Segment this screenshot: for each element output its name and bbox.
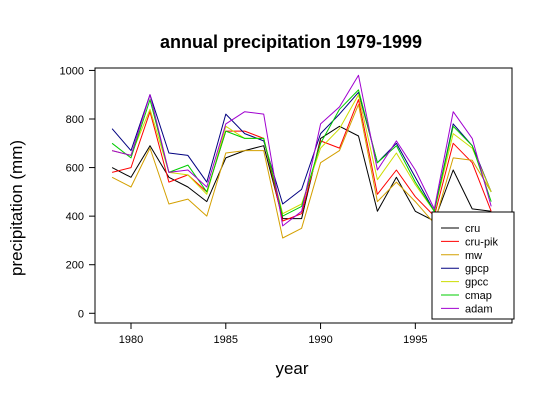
x-tick-label: 1980 [119, 334, 143, 346]
y-tick-label: 800 [66, 114, 84, 126]
legend-label-cmap: cmap [465, 290, 492, 302]
axes: 0 200 400 600 800 1000 1980 1985 1990 1995 [60, 65, 513, 346]
y-tick-label: 400 [66, 211, 84, 223]
y-tick-label: 200 [66, 260, 84, 272]
series-line-cmap [111, 89, 492, 217]
y-tick-label: 1000 [60, 65, 84, 77]
legend-box [431, 211, 515, 320]
series-line-gpcc [111, 94, 492, 215]
y-tick-label: 0 [78, 308, 84, 320]
x-axis-label: year [275, 359, 308, 378]
legend-label-gpcp: gpcp [465, 263, 489, 275]
plot-frame [94, 67, 513, 324]
y-axis-label: precipitation (mm) [7, 140, 26, 276]
chart-title: annual precipitation 1979-1999 [160, 32, 422, 52]
x-tick-label: 1985 [214, 334, 238, 346]
series-line-mw [111, 103, 492, 239]
series-line-cru-pik [111, 99, 492, 222]
y-tick-label: 600 [66, 163, 84, 175]
legend-label-cru-pik: cru-pik [465, 236, 499, 248]
series-line-cru [111, 125, 492, 222]
legend-label-gpcc: gpcc [465, 277, 489, 289]
series-line-gpcp [111, 91, 492, 212]
legend-label-mw: mw [465, 250, 482, 262]
series-line-adam [111, 74, 492, 227]
series-lines [111, 74, 492, 239]
x-tick-label: 1990 [308, 334, 332, 346]
x-tick-label: 1995 [403, 334, 427, 346]
legend-label-adam: adam [465, 303, 493, 315]
legend-label-cru: cru [465, 223, 480, 235]
